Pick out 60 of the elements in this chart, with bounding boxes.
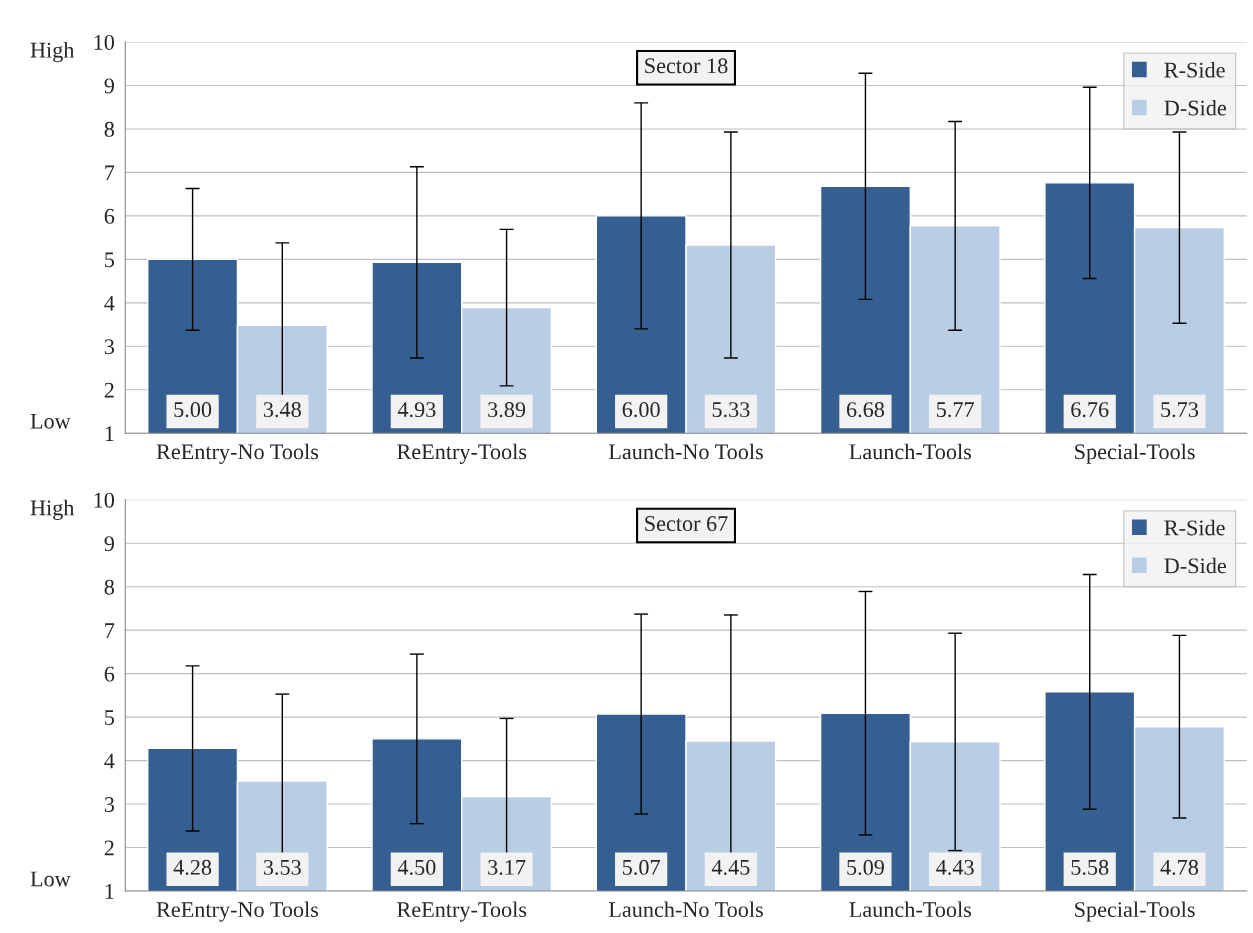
x-tick-label: Launch-Tools: [849, 443, 972, 460]
data-label: 5.58: [1071, 859, 1109, 875]
data-label: 3.17: [488, 859, 526, 875]
y-tick-label: 2: [104, 382, 114, 398]
y-tick-label: 9: [104, 78, 114, 94]
data-label: 3.48: [263, 402, 301, 418]
y-tick-label: 7: [105, 165, 115, 181]
y-tick-label: 10: [94, 492, 115, 508]
data-label: 5.07: [623, 859, 660, 875]
x-tick-label: ReEntry-No Tools: [156, 901, 319, 922]
data-label: 5.77: [937, 402, 974, 418]
y-tick-label: 8: [104, 121, 115, 137]
x-tick-label: ReEntry-No Tools: [156, 443, 319, 464]
text: Sector 67: [645, 516, 728, 532]
data-label: 4.43: [936, 859, 974, 875]
data-label: 6.76: [1071, 402, 1109, 418]
y-tick-label: 3: [104, 797, 115, 812]
x-tick-label: ReEntry-Tools: [397, 901, 527, 922]
text: High: [30, 41, 75, 63]
data-label: 6.68: [846, 402, 885, 418]
x-tick-label: Launch-Tools: [849, 901, 972, 918]
y-tick-label: 3: [104, 339, 115, 355]
data-label: 4.45: [711, 859, 750, 875]
legend-label: D-Side: [1164, 557, 1226, 574]
y-tick-label: 6: [104, 666, 115, 682]
y-tick-label: 4: [104, 753, 115, 769]
data-label: 4.93: [397, 402, 436, 418]
x-tick-label: Launch-No Tools: [608, 443, 763, 460]
legend-label: D-Side: [1164, 99, 1226, 116]
text: Sector 18: [645, 58, 728, 74]
y-tick-label: 8: [104, 579, 115, 595]
y-tick-label: 7: [105, 623, 115, 638]
y-tick-label: 5: [105, 252, 115, 268]
y-tick-label: 10: [94, 34, 115, 50]
data-label: 4.50: [397, 859, 436, 875]
text: High: [30, 499, 75, 520]
x-tick-label: Special-Tools: [1075, 901, 1195, 922]
data-label: 5.09: [847, 859, 884, 875]
y-tick-label: 5: [105, 710, 115, 726]
data-label: 5.33: [712, 402, 750, 418]
y-tick-label: 6: [104, 208, 115, 224]
text: Low: [30, 413, 71, 429]
text: Low: [30, 871, 71, 887]
y-tick-label: 1: [105, 426, 114, 441]
data-label: 5.73: [1161, 402, 1199, 418]
x-tick-label: Launch-No Tools: [608, 901, 763, 918]
legend-label: R-Side: [1164, 519, 1225, 536]
data-label: 4.78: [1160, 859, 1199, 875]
x-tick-label: ReEntry-Tools: [397, 443, 527, 464]
data-label: 3.89: [488, 402, 526, 418]
y-tick-label: 1: [105, 884, 114, 899]
data-label: 4.28: [173, 859, 212, 875]
data-label: 3.53: [263, 859, 301, 875]
y-tick-label: 2: [104, 840, 114, 856]
data-label: 6.00: [622, 402, 660, 418]
legend-label: R-Side: [1164, 61, 1225, 78]
y-tick-label: 4: [104, 295, 115, 311]
x-tick-label: Special-Tools: [1075, 443, 1195, 464]
data-label: 5.00: [174, 402, 212, 418]
y-tick-label: 9: [104, 536, 114, 552]
